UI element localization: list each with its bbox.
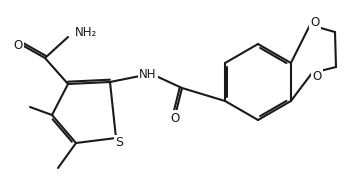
Text: O: O bbox=[312, 69, 322, 82]
Text: S: S bbox=[115, 136, 123, 150]
Text: NH₂: NH₂ bbox=[75, 26, 97, 39]
Text: NH: NH bbox=[139, 68, 157, 80]
Text: O: O bbox=[170, 111, 180, 125]
Text: O: O bbox=[310, 15, 320, 28]
Text: O: O bbox=[13, 39, 23, 51]
